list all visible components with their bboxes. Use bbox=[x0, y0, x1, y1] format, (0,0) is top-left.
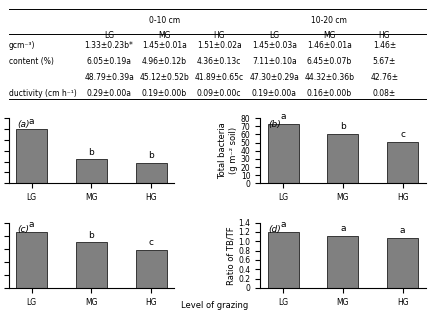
Text: b: b bbox=[148, 151, 154, 160]
Bar bbox=[135, 250, 166, 288]
Text: 4.96±0.12b: 4.96±0.12b bbox=[141, 57, 187, 66]
Bar bbox=[268, 232, 299, 288]
Text: (a): (a) bbox=[17, 120, 29, 129]
Text: b: b bbox=[340, 122, 346, 131]
Text: 1.46±0.01a: 1.46±0.01a bbox=[307, 41, 352, 49]
Text: MG: MG bbox=[323, 31, 335, 40]
Text: 10-20 cm: 10-20 cm bbox=[311, 16, 347, 25]
Text: 1.45±0.03a: 1.45±0.03a bbox=[252, 41, 297, 49]
Text: 4.36±0.13c: 4.36±0.13c bbox=[197, 57, 241, 66]
Text: 1.51±0.02a: 1.51±0.02a bbox=[197, 41, 242, 49]
Text: 1.46±: 1.46± bbox=[373, 41, 396, 49]
Text: 42.76±: 42.76± bbox=[370, 73, 399, 82]
Text: a: a bbox=[29, 117, 34, 126]
Text: c: c bbox=[400, 130, 405, 139]
Text: 0.19±0.00b: 0.19±0.00b bbox=[141, 89, 187, 98]
Text: gcm⁻³): gcm⁻³) bbox=[9, 41, 35, 49]
Text: 6.05±0.19a: 6.05±0.19a bbox=[86, 57, 132, 66]
Text: 1.33±0.23b*: 1.33±0.23b* bbox=[85, 41, 134, 49]
Bar bbox=[76, 159, 107, 183]
Text: b: b bbox=[89, 231, 94, 239]
Text: 0.16±0.00b: 0.16±0.00b bbox=[307, 89, 352, 98]
Text: 0.29±0.00a: 0.29±0.00a bbox=[86, 89, 132, 98]
Text: ductivity (cm h⁻¹): ductivity (cm h⁻¹) bbox=[9, 89, 77, 98]
Text: a: a bbox=[280, 112, 286, 121]
Text: (c): (c) bbox=[17, 224, 29, 233]
Text: 48.79±0.39a: 48.79±0.39a bbox=[84, 73, 134, 82]
Text: LG: LG bbox=[269, 31, 280, 40]
Bar bbox=[387, 142, 418, 183]
Text: 0.08±: 0.08± bbox=[373, 89, 396, 98]
Text: 5.67±: 5.67± bbox=[373, 57, 396, 66]
Text: b: b bbox=[89, 148, 94, 157]
Text: Level of grazing: Level of grazing bbox=[181, 301, 249, 310]
Text: 44.32±0.36b: 44.32±0.36b bbox=[304, 73, 354, 82]
Text: (d): (d) bbox=[268, 224, 281, 233]
Text: HG: HG bbox=[213, 31, 225, 40]
Text: 41.89±0.65c: 41.89±0.65c bbox=[195, 73, 244, 82]
Bar bbox=[135, 163, 166, 183]
Text: a: a bbox=[29, 220, 34, 229]
Text: 45.12±0.52b: 45.12±0.52b bbox=[139, 73, 189, 82]
Bar bbox=[268, 124, 299, 183]
Bar bbox=[76, 242, 107, 288]
Bar bbox=[387, 238, 418, 288]
Text: 47.30±0.29a: 47.30±0.29a bbox=[249, 73, 299, 82]
Text: c: c bbox=[149, 239, 154, 248]
Text: 1.45±0.01a: 1.45±0.01a bbox=[142, 41, 187, 49]
Text: a: a bbox=[280, 220, 286, 229]
Text: 6.45±0.07b: 6.45±0.07b bbox=[307, 57, 352, 66]
Text: HG: HG bbox=[378, 31, 390, 40]
Text: MG: MG bbox=[158, 31, 170, 40]
Text: LG: LG bbox=[104, 31, 114, 40]
Bar bbox=[16, 232, 47, 288]
Y-axis label: Total bacteria
(g m⁻² soil): Total bacteria (g m⁻² soil) bbox=[218, 122, 238, 179]
Bar bbox=[327, 236, 359, 288]
Text: 7.11±0.10a: 7.11±0.10a bbox=[252, 57, 297, 66]
Text: 0.09±0.00c: 0.09±0.00c bbox=[197, 89, 242, 98]
Bar bbox=[327, 134, 359, 183]
Y-axis label: Ratio of TB/TF: Ratio of TB/TF bbox=[227, 226, 236, 285]
Text: a: a bbox=[400, 226, 405, 235]
Bar bbox=[16, 129, 47, 183]
Text: a: a bbox=[340, 224, 346, 233]
Text: (b): (b) bbox=[268, 120, 281, 129]
Text: 0-10 cm: 0-10 cm bbox=[149, 16, 180, 25]
Text: 0.19±0.00a: 0.19±0.00a bbox=[252, 89, 297, 98]
Text: content (%): content (%) bbox=[9, 57, 53, 66]
